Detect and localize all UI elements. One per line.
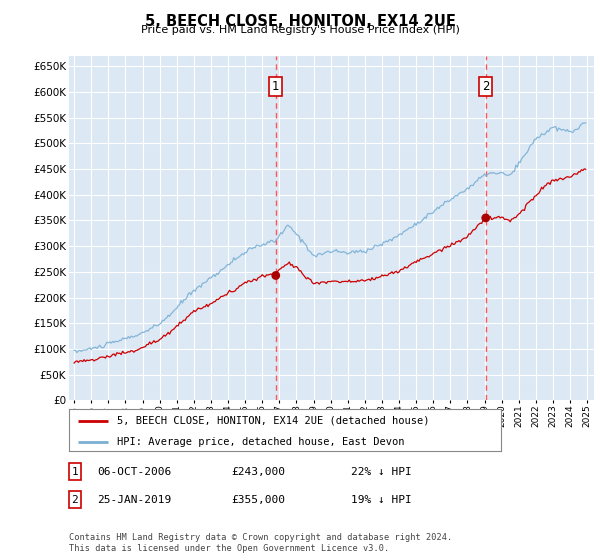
Text: 25-JAN-2019: 25-JAN-2019: [97, 494, 172, 505]
Point: [481, 213, 491, 222]
Text: 2: 2: [482, 80, 490, 94]
Text: 1: 1: [71, 466, 79, 477]
Text: 5, BEECH CLOSE, HONITON, EX14 2UE (detached house): 5, BEECH CLOSE, HONITON, EX14 2UE (detac…: [116, 416, 429, 426]
Text: HPI: Average price, detached house, East Devon: HPI: Average price, detached house, East…: [116, 437, 404, 446]
Text: Price paid vs. HM Land Registry's House Price Index (HPI): Price paid vs. HM Land Registry's House …: [140, 25, 460, 35]
Text: 19% ↓ HPI: 19% ↓ HPI: [351, 494, 412, 505]
Text: £243,000: £243,000: [231, 466, 285, 477]
Text: £355,000: £355,000: [231, 494, 285, 505]
Point: [271, 271, 281, 280]
Text: 5, BEECH CLOSE, HONITON, EX14 2UE: 5, BEECH CLOSE, HONITON, EX14 2UE: [145, 14, 455, 29]
Text: 06-OCT-2006: 06-OCT-2006: [97, 466, 172, 477]
Text: 1: 1: [272, 80, 280, 94]
Text: 22% ↓ HPI: 22% ↓ HPI: [351, 466, 412, 477]
Text: 2: 2: [71, 494, 79, 505]
Text: Contains HM Land Registry data © Crown copyright and database right 2024.
This d: Contains HM Land Registry data © Crown c…: [69, 533, 452, 553]
